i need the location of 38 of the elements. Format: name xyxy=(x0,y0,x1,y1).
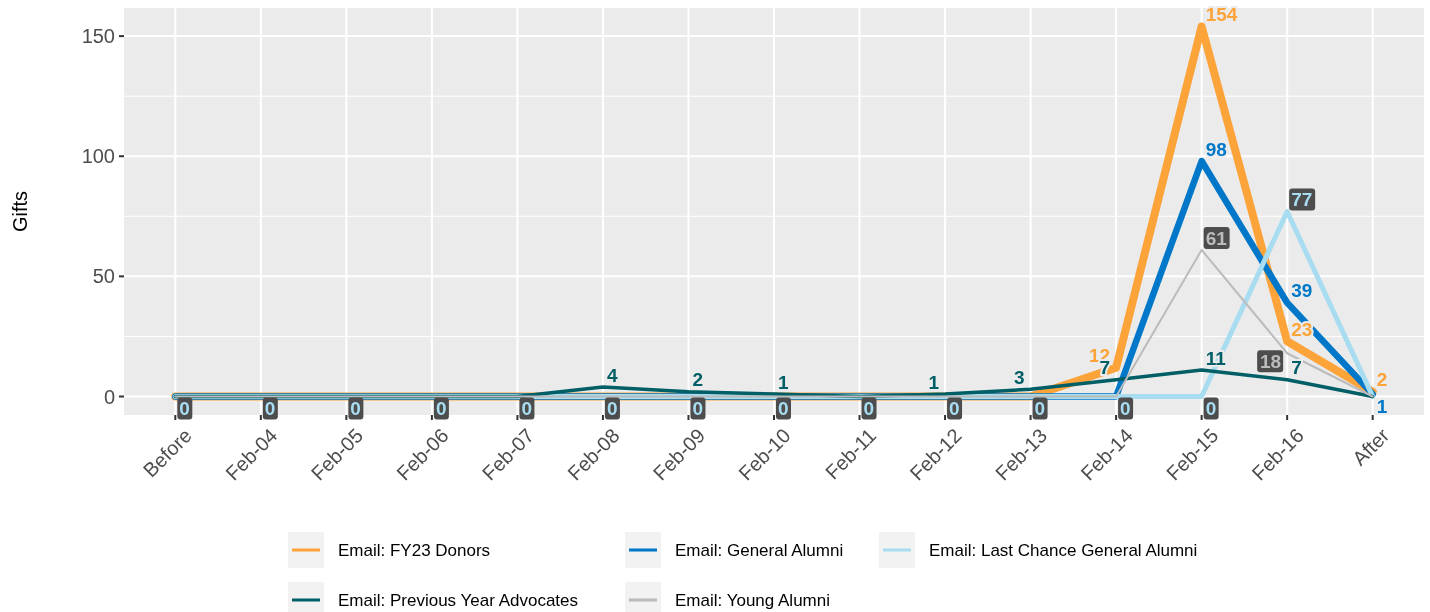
data-label: 0 xyxy=(179,398,190,420)
legend-label: Email: Last Chance General Alumni xyxy=(929,541,1198,560)
data-label: 0 xyxy=(692,398,704,420)
data-label: 2 xyxy=(692,369,704,391)
data-label: 1 xyxy=(928,371,940,393)
y-axis-title: Gifts xyxy=(9,190,31,233)
data-label: 0 xyxy=(264,398,276,420)
data-label: 39 xyxy=(1291,280,1313,302)
y-tick-label: 50 xyxy=(92,265,115,288)
data-label: 61 xyxy=(1205,227,1228,249)
data-label: 98 xyxy=(1205,138,1227,160)
y-tick-label: 0 xyxy=(103,385,115,408)
data-label: 2 xyxy=(1376,369,1388,391)
data-label: 18 xyxy=(1260,350,1282,372)
data-label: 4 xyxy=(606,364,618,386)
data-label: 0 xyxy=(778,398,789,420)
data-label: 0 xyxy=(1205,398,1217,420)
data-label: 154 xyxy=(1205,4,1238,26)
legend-label: Email: FY23 Donors xyxy=(338,541,491,560)
data-label: 0 xyxy=(863,398,875,420)
data-label: 0 xyxy=(350,398,361,420)
data-label: 11 xyxy=(1205,347,1227,369)
data-label: 77 xyxy=(1291,189,1313,211)
data-label: 0 xyxy=(606,398,618,420)
data-label: 0 xyxy=(1120,398,1131,420)
data-label: 0 xyxy=(521,398,532,420)
legend-label: Email: Previous Year Advocates xyxy=(338,591,579,610)
data-label: 1 xyxy=(1376,395,1388,417)
data-label: 7 xyxy=(1291,357,1302,379)
data-label: 0 xyxy=(1034,398,1046,420)
legend-label: Email: Young Alumni xyxy=(675,591,830,610)
legend-label: Email: General Alumni xyxy=(675,541,844,560)
data-label: 0 xyxy=(435,398,447,420)
y-tick-label: 100 xyxy=(81,145,115,168)
y-tick-label: 150 xyxy=(81,25,115,48)
data-label: 1 xyxy=(778,371,789,393)
data-label: 3 xyxy=(1014,366,1025,388)
data-label: 0 xyxy=(949,398,960,420)
